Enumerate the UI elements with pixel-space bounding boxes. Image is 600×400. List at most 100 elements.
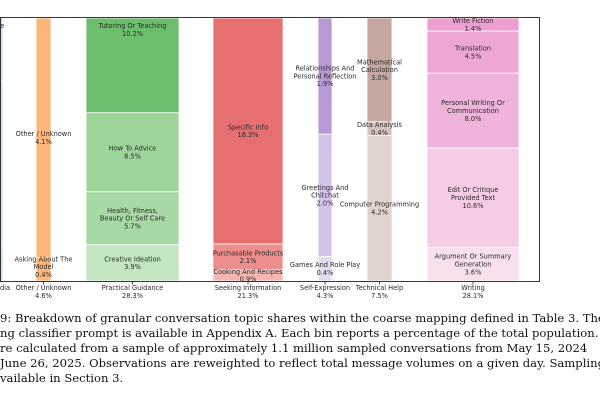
segment-label: Retrievedia	[0, 22, 4, 38]
x-tick-label-line: Practical Guidance	[102, 284, 163, 292]
segment-label: Translation 4.5%	[454, 45, 491, 61]
segment-label-line: 0.9%	[240, 276, 257, 284]
segment-label-line: Provided Text	[451, 194, 495, 202]
segment-label-line: 0.4%	[371, 129, 388, 137]
segment-label-line: Other / Unknown	[16, 130, 72, 138]
segment-label-line: 1.4%	[465, 25, 482, 33]
bar-segment-practical-guidance	[85, 112, 180, 193]
caption-line: ng classifier prompt is available in App…	[0, 326, 599, 340]
segment-label: Edit Or Critique Provided Text 10.6%	[448, 186, 499, 210]
x-tick-label-line: Writing	[461, 284, 485, 292]
segment-labels-layer: RetrievediamageImageOther / Unknown4.1%A…	[0, 17, 511, 284]
x-tick-label: Seeking Information 21.3%	[215, 284, 282, 300]
caption-line: 9: Breakdown of granular conversation to…	[0, 311, 600, 325]
segment-label-line: Specific Info	[228, 123, 268, 131]
x-tick-label-line: 4.6%	[35, 292, 52, 300]
bar-segment-media	[0, 243, 4, 282]
segment-label-line: Retrieve	[0, 22, 4, 30]
x-tick-label-line: Other / Unknown	[16, 284, 72, 292]
segment-label: Relationships And Personal Reflection 1.9%	[294, 65, 357, 89]
segment-label-line: 2.0%	[317, 199, 334, 207]
segment-label-line: 1.9%	[317, 80, 334, 88]
segment-label-line: 4.5%	[465, 52, 482, 60]
segment-label: Personal Writing Or Communication 8.0%	[441, 99, 505, 123]
segment-label-line: Model	[34, 263, 54, 271]
plot-frame	[0, 17, 540, 282]
segment-label-line: Greetings And	[302, 184, 349, 192]
segment-label-line: 3.9%	[124, 263, 141, 271]
segment-label-line: Personal Reflection	[294, 72, 357, 80]
segment-label-line: Tutoring Or Teaching	[98, 22, 167, 30]
segment-label-line: Communication	[447, 107, 499, 115]
bars-layer	[0, 17, 520, 282]
segment-label: Tutoring Or Teaching 10.2%	[98, 22, 167, 38]
segment-label-line: Mathematical	[357, 58, 402, 66]
x-tick-label: dia	[0, 284, 10, 292]
segment-label-line: Beauty Or Self Care	[100, 215, 165, 223]
bar-segment-writing	[426, 246, 520, 282]
segment-label-line: Health, Fitness,	[107, 207, 158, 215]
x-tick-label: Writing 28.1%	[461, 284, 485, 300]
bar-segment-writing	[426, 147, 520, 248]
bar-segment-practical-guidance	[85, 244, 180, 282]
x-tick-label-line: 28.3%	[122, 292, 143, 300]
segment-label-line: 4.2%	[371, 209, 388, 217]
caption-line: June 26, 2025. Observations are reweight…	[0, 356, 600, 370]
x-tick-label-line: 4.3%	[317, 292, 334, 300]
segment-label-line: Creative Ideation	[104, 255, 161, 263]
bar-segment-media	[0, 17, 4, 82]
segment-label-line: Games And Role Play	[290, 261, 360, 269]
caption-line: re calculated from a sample of approxima…	[0, 341, 588, 355]
segment-label: Argument Or Summary Generation 3.6%	[435, 253, 512, 277]
segment-label: Health, Fitness, Beauty Or Self Care 5.7%	[100, 207, 165, 231]
x-tick-label-line: Self-Expression	[300, 284, 350, 292]
segment-label: Asking About The Model 0.4%	[15, 255, 73, 279]
segment-label-line: Data Analysis	[357, 121, 403, 129]
segment-label: Mathematical Calculation 3.0%	[357, 58, 402, 82]
x-ticks-layer	[43, 281, 474, 285]
segment-label: Games And Role Play 0.4%	[290, 261, 360, 277]
x-tick-label-line: 28.1%	[463, 292, 484, 300]
segment-label-line: Asking About The	[15, 255, 73, 263]
x-tick-label-line: Seeking Information	[215, 284, 282, 292]
segment-label: Data Analysis 0.4%	[357, 121, 403, 137]
segment-label-line: Personal Writing Or	[441, 99, 505, 107]
figure-caption: 9: Breakdown of granular conversation to…	[0, 311, 600, 386]
x-tick-label: Technical Help 7.5%	[355, 284, 403, 300]
segment-label: Computer Programming 4.2%	[340, 201, 419, 217]
segment-label-line: 8.0%	[465, 115, 482, 123]
x-tick-label-line: dia	[0, 284, 10, 292]
segment-label-line: Write Fiction	[453, 17, 494, 25]
bar-segment-seeking-information	[212, 17, 284, 245]
segment-label-line: 4.1%	[35, 138, 52, 146]
bar-segment-writing	[426, 30, 520, 74]
segment-label-line: 18.3%	[238, 131, 259, 139]
segment-label-line: 5.7%	[124, 222, 141, 230]
bar-segment-technical-help	[366, 17, 393, 123]
segment-label-line: Translation	[454, 45, 491, 53]
segment-label-line: 10.6%	[463, 202, 484, 210]
segment-label: Creative Ideation 3.9%	[104, 255, 161, 271]
segment-label-line: 0.4%	[35, 271, 52, 279]
segment-label-line: 3.0%	[371, 74, 388, 82]
segment-label: Purchasable Products 2.1%	[213, 249, 284, 265]
segment-label: How To Advice 8.5%	[109, 145, 157, 161]
segment-label-line: Calculation	[361, 66, 398, 74]
segment-label-line: How To Advice	[109, 145, 157, 153]
x-tick-label: Other / Unknown 4.6%	[16, 284, 72, 300]
bar-segment-media	[0, 80, 4, 244]
segment-label-line: Generation	[455, 260, 492, 268]
segment-label-line: Cooking And Recipes	[213, 268, 283, 276]
segment-label-line: Argument Or Summary	[435, 253, 512, 261]
segment-label-line: 10.2%	[122, 30, 143, 38]
segment-label-line: 8.5%	[124, 152, 141, 160]
bar-segment-seeking-information	[212, 243, 284, 271]
segment-label-line: Edit Or Critique	[448, 186, 499, 194]
x-tick-label-line: 7.5%	[371, 292, 388, 300]
segment-label: Write Fiction 1.4%	[453, 17, 494, 33]
segment-label: Cooking And Recipes 0.9%	[213, 268, 283, 284]
x-tick-label-line: Technical Help	[355, 284, 403, 292]
segment-label: Specific Info 18.3%	[228, 123, 268, 139]
bar-segment-writing	[426, 72, 520, 149]
segment-label-line: Chitchat	[311, 192, 339, 200]
